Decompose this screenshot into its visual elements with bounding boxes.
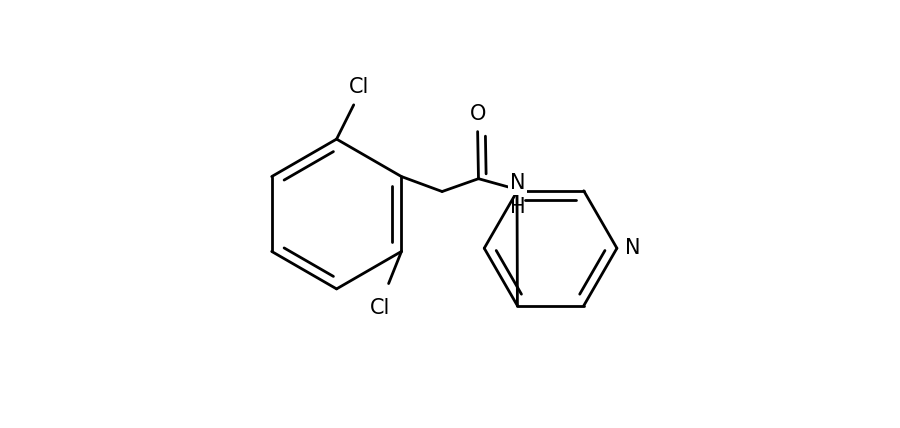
Text: N: N — [625, 238, 640, 258]
Text: Cl: Cl — [349, 77, 370, 97]
Text: H: H — [510, 196, 526, 217]
Text: O: O — [470, 104, 486, 125]
Text: N: N — [510, 173, 526, 193]
Text: Cl: Cl — [370, 298, 391, 318]
